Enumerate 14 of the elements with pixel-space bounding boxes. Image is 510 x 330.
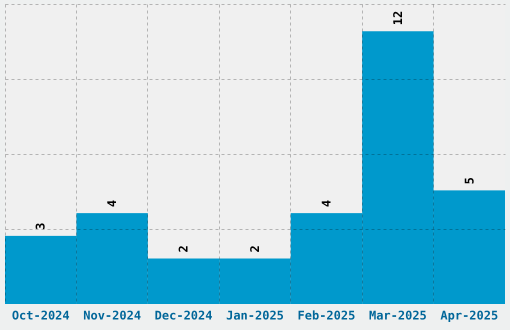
x-tick-label: Nov-2024 bbox=[83, 308, 142, 322]
x-tick-label: Apr-2025 bbox=[440, 308, 498, 322]
x-tick-label: Oct-2024 bbox=[12, 308, 70, 322]
data-label: 4 bbox=[105, 200, 120, 208]
data-label: 4 bbox=[319, 200, 334, 208]
x-tick-label: Jan-2025 bbox=[226, 308, 284, 322]
data-label: 2 bbox=[248, 245, 262, 253]
data-label: 12 bbox=[390, 10, 405, 26]
data-label: 2 bbox=[176, 245, 191, 253]
data-label: 5 bbox=[462, 177, 476, 184]
x-tick-label: Dec-2024 bbox=[154, 308, 212, 322]
x-tick-label: Feb-2025 bbox=[298, 308, 356, 322]
x-tick-label: Mar-2025 bbox=[368, 308, 427, 322]
data-label: 3 bbox=[34, 222, 48, 230]
